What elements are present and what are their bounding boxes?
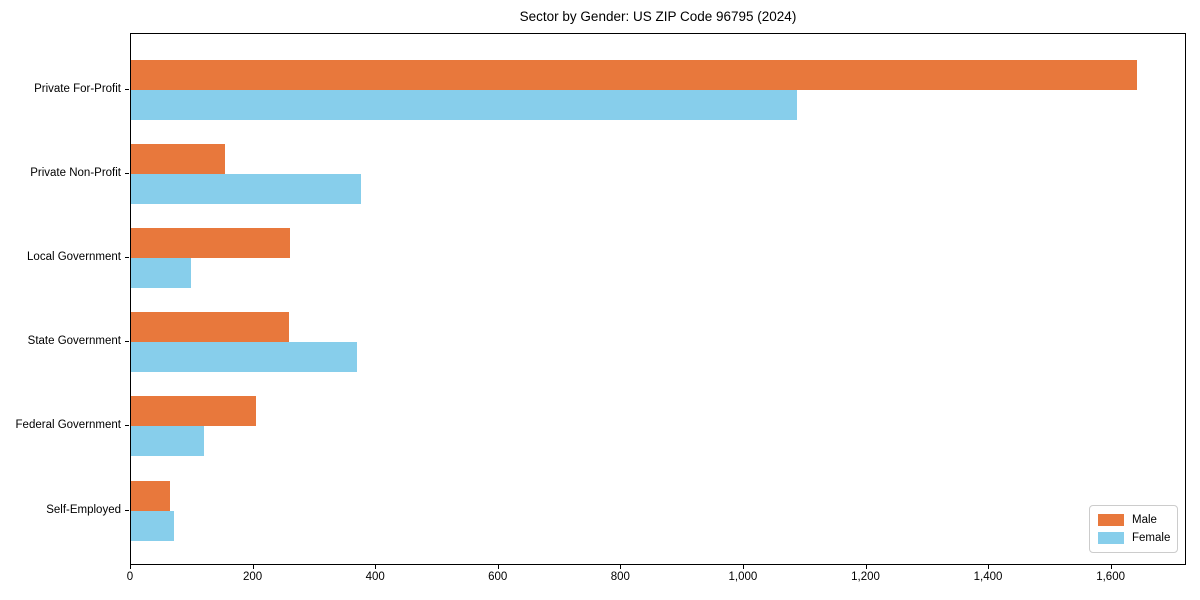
x-axis-label-0: 0 (126, 571, 134, 583)
bar-male-local-government (131, 227, 290, 258)
x-axis-label-400: 400 (365, 571, 385, 583)
x-axis-tick-1000 (742, 565, 744, 569)
y-axis-tick-private-non-profit (125, 172, 129, 174)
x-axis-label-1600: 1,600 (1096, 571, 1125, 583)
legend: Male Female (1089, 505, 1178, 553)
bar-male-private-non-profit (131, 143, 225, 174)
legend-swatch-female (1098, 532, 1124, 544)
x-axis-tick-800 (620, 565, 622, 569)
x-axis-tick-1400 (988, 565, 989, 569)
y-axis-label-federal-government: Federal Government (15, 419, 121, 432)
x-axis-label-800: 800 (610, 571, 630, 583)
y-axis-label-private-for-profit: Private For-Profit (34, 82, 121, 95)
legend-entry-male: Male (1098, 511, 1169, 529)
bar-male-private-for-profit (131, 59, 1137, 90)
chart-title: Sector by Gender: US ZIP Code 96795 (202… (519, 9, 797, 24)
bar-male-self-employed (131, 480, 170, 511)
bar-female-private-for-profit (131, 89, 798, 120)
y-axis-tick-private-for-profit (125, 88, 129, 90)
x-axis-tick-1200 (865, 565, 867, 569)
y-axis-tick-self-employed (125, 509, 129, 511)
legend-label-female: Female (1132, 532, 1171, 544)
bar-female-state-government (131, 342, 357, 373)
x-axis-tick-600 (497, 565, 499, 569)
bar-female-federal-government (131, 426, 204, 457)
x-axis-label-1400: 1,400 (973, 571, 1003, 583)
y-axis-label-local-government: Local Government (27, 250, 121, 263)
bar-male-state-government (131, 312, 289, 343)
y-axis-label-state-government: State Government (27, 335, 121, 348)
x-axis-label-600: 600 (488, 571, 508, 583)
y-axis-tick-local-government (125, 256, 129, 258)
x-axis-label-200: 200 (243, 571, 263, 583)
bar-male-federal-government (131, 396, 256, 427)
y-axis-tick-federal-government (125, 425, 129, 427)
legend-label-male: Male (1132, 514, 1157, 526)
y-axis-tick-state-government (125, 341, 129, 343)
legend-entry-female: Female (1098, 529, 1171, 547)
bar-female-private-non-profit (131, 173, 362, 204)
x-axis-tick-400 (375, 565, 377, 569)
x-axis-tick-200 (252, 565, 254, 569)
y-axis-label-self-employed: Self-Employed (46, 503, 121, 516)
legend-swatch-male (1098, 514, 1124, 526)
x-axis-label-1000: 1,000 (728, 571, 758, 583)
x-axis-tick-0 (130, 565, 131, 569)
bar-female-self-employed (131, 510, 174, 541)
x-axis-label-1200: 1,200 (851, 571, 880, 583)
bar-female-local-government (131, 257, 192, 288)
y-axis-label-private-non-profit: Private Non-Profit (30, 166, 121, 179)
plot-area (130, 33, 1186, 565)
x-axis-tick-1600 (1110, 565, 1112, 569)
